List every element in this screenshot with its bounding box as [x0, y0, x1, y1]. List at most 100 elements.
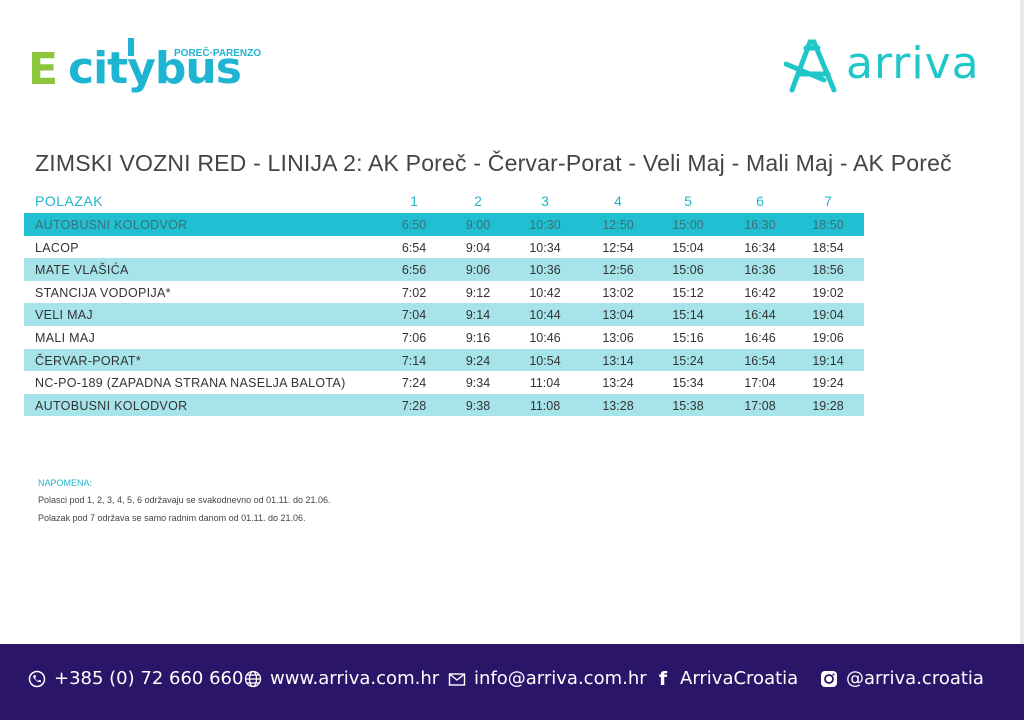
citybus-logo: E citybus POREČ·PARENZO	[28, 38, 262, 100]
departure-time: 15:00	[672, 218, 704, 232]
notes: NAPOMENA: Polasci pod 1, 2, 3, 4, 5, 6 o…	[38, 478, 331, 531]
arriva-a-icon	[784, 39, 837, 93]
table-body: AUTOBUSNI KOLODVOR 6:50 9:00 10:30 12:50 15:0…	[24, 213, 864, 417]
departure-time: 16:46	[744, 330, 776, 345]
table-row: STANCIJA VODOPIJA* 7:02 9:12 10:42 13:02 15:1…	[24, 281, 864, 304]
departure-time: 7:02	[401, 285, 427, 300]
column-header: 6	[756, 193, 764, 209]
departure-time: 9:00	[465, 218, 491, 232]
footer-website-text: www.arriva.com.hr	[270, 668, 440, 689]
notes-heading: NAPOMENA:	[38, 478, 93, 488]
departure-time: 19:06	[812, 330, 844, 345]
table-row: AUTOBUSNI KOLODVOR 6:50 9:00 10:30 12:50 15:0…	[24, 213, 864, 236]
departure-time: 6:50	[401, 218, 427, 232]
arriva-logo: arriva	[784, 34, 994, 96]
column-header: 7	[824, 193, 832, 209]
departure-time: 10:46	[529, 330, 561, 345]
footer-facebook[interactable]: f ArrivaCroatia	[654, 668, 798, 689]
departure-time: 10:44	[529, 308, 561, 323]
departure-time: 17:08	[744, 398, 776, 413]
phone-icon	[28, 670, 46, 687]
departure-time: 7:06	[401, 330, 427, 345]
departure-time: 19:02	[812, 285, 844, 300]
departure-time: 7:04	[401, 308, 427, 323]
departure-time: 16:36	[744, 263, 776, 278]
table-row: LACOP 6:54 9:04 10:34 12:54 15:04 16:34 18:54	[24, 236, 864, 259]
departure-time: 9:34	[465, 376, 491, 391]
departure-time: 18:50	[812, 218, 844, 232]
footer-email-text: info@arriva.com.hr	[474, 668, 647, 689]
departure-time: 15:14	[672, 308, 704, 323]
departure-time: 17:04	[744, 376, 776, 391]
departure-time: 15:16	[672, 330, 704, 345]
header-label: POLAZAK	[35, 193, 104, 209]
departure-time: 9:14	[465, 308, 491, 323]
stop-name: AUTOBUSNI KOLODVOR	[35, 218, 188, 232]
column-header: 4	[614, 193, 622, 209]
page-title: ZIMSKI VOZNI RED - LINIJA 2: AK Poreč - …	[35, 150, 952, 176]
departure-time: 6:56	[401, 263, 427, 278]
citybus-logo-e: E	[28, 44, 59, 95]
table-row: VELI MAJ 7:04 9:14 10:44 13:04 15:14 16:44 19:0…	[24, 303, 864, 326]
departure-time: 7:24	[401, 376, 427, 391]
footer-phone-text: +385 (0) 72 660 660	[54, 668, 244, 689]
stop-name: NC-PO-189 (ZAPADNA STRANA NASELJA BALOTA…	[35, 376, 346, 391]
departure-time: 13:02	[602, 285, 634, 300]
departure-time: 13:04	[602, 308, 634, 323]
footer-instagram-text: @arriva.croatia	[846, 668, 984, 689]
departure-time: 16:54	[744, 353, 776, 368]
citybus-logo-subtitle: POREČ·PARENZO	[174, 48, 262, 59]
footer-facebook-text: ArrivaCroatia	[680, 668, 799, 689]
footer-website[interactable]: www.arriva.com.hr	[244, 668, 439, 689]
departure-time: 6:54	[401, 240, 427, 255]
departure-time: 13:14	[602, 353, 634, 368]
departure-time: 16:30	[744, 218, 776, 232]
footer-phone[interactable]: +385 (0) 72 660 660	[28, 668, 243, 689]
citybus-logo-word: citybus	[68, 43, 242, 94]
table-row: AUTOBUSNI KOLODVOR 7:28 9:38 11:08 13:28 15:3…	[24, 393, 864, 417]
departure-time: 9:16	[465, 330, 491, 345]
departure-time: 15:34	[672, 376, 704, 391]
departure-time: 19:14	[812, 353, 844, 368]
instagram-icon	[821, 670, 837, 687]
departure-time: 12:54	[602, 240, 634, 255]
page-edge	[1020, 0, 1024, 644]
departure-time: 15:24	[672, 353, 704, 368]
table-row: ČERVAR-PORAT* 7:14 9:24 10:54 13:14 15:24 16:5…	[24, 348, 864, 372]
departure-time: 16:34	[744, 240, 776, 255]
departure-time: 10:42	[529, 285, 561, 300]
departure-time: 11:04	[529, 376, 561, 391]
departure-time: 9:04	[465, 240, 491, 255]
table-row: MALI MAJ 7:06 9:16 10:46 13:06 15:16 16:46 19:0…	[24, 326, 864, 349]
timetable: POLAZAK 1 2 3 4 5 6 7 AUTOBUSNI KOLODVOR…	[24, 190, 864, 417]
table-header-row: POLAZAK 1 2 3 4 5 6 7	[24, 190, 864, 213]
globe-icon	[244, 670, 262, 687]
stop-name: MALI MAJ	[35, 330, 96, 345]
departure-time: 16:42	[744, 285, 776, 300]
departure-time: 10:34	[529, 240, 561, 255]
departure-time: 18:54	[812, 240, 844, 255]
departure-time: 9:06	[465, 263, 491, 278]
departure-time: 15:38	[672, 398, 704, 413]
departure-time: 19:04	[812, 308, 844, 323]
notes-line: Polasci pod 1, 2, 3, 4, 5, 6 održavaju s…	[38, 495, 331, 505]
departure-time: 12:56	[602, 263, 634, 278]
departure-time: 13:24	[602, 376, 634, 391]
stop-name: MATE VLAŠIĆA	[35, 263, 129, 278]
stop-name: STANCIJA VODOPIJA*	[35, 285, 171, 300]
stop-name: VELI MAJ	[35, 308, 93, 323]
footer-instagram[interactable]: @arriva.croatia	[820, 668, 984, 689]
arriva-logo-word: arriva	[846, 38, 980, 89]
departure-time: 15:12	[672, 285, 704, 300]
notes-line: Polazak pod 7 održava se samo radnim dan…	[38, 513, 306, 523]
stop-name: ČERVAR-PORAT*	[35, 353, 141, 368]
departure-time: 7:28	[401, 398, 427, 413]
footer-email[interactable]: info@arriva.com.hr	[448, 668, 647, 689]
departure-time: 19:24	[812, 376, 844, 391]
departure-time: 15:04	[672, 240, 704, 255]
column-header: 2	[474, 193, 482, 209]
departure-time: 10:36	[529, 263, 561, 278]
departure-time: 15:06	[672, 263, 704, 278]
stop-name: LACOP	[35, 240, 79, 255]
departure-time: 10:54	[529, 353, 561, 368]
